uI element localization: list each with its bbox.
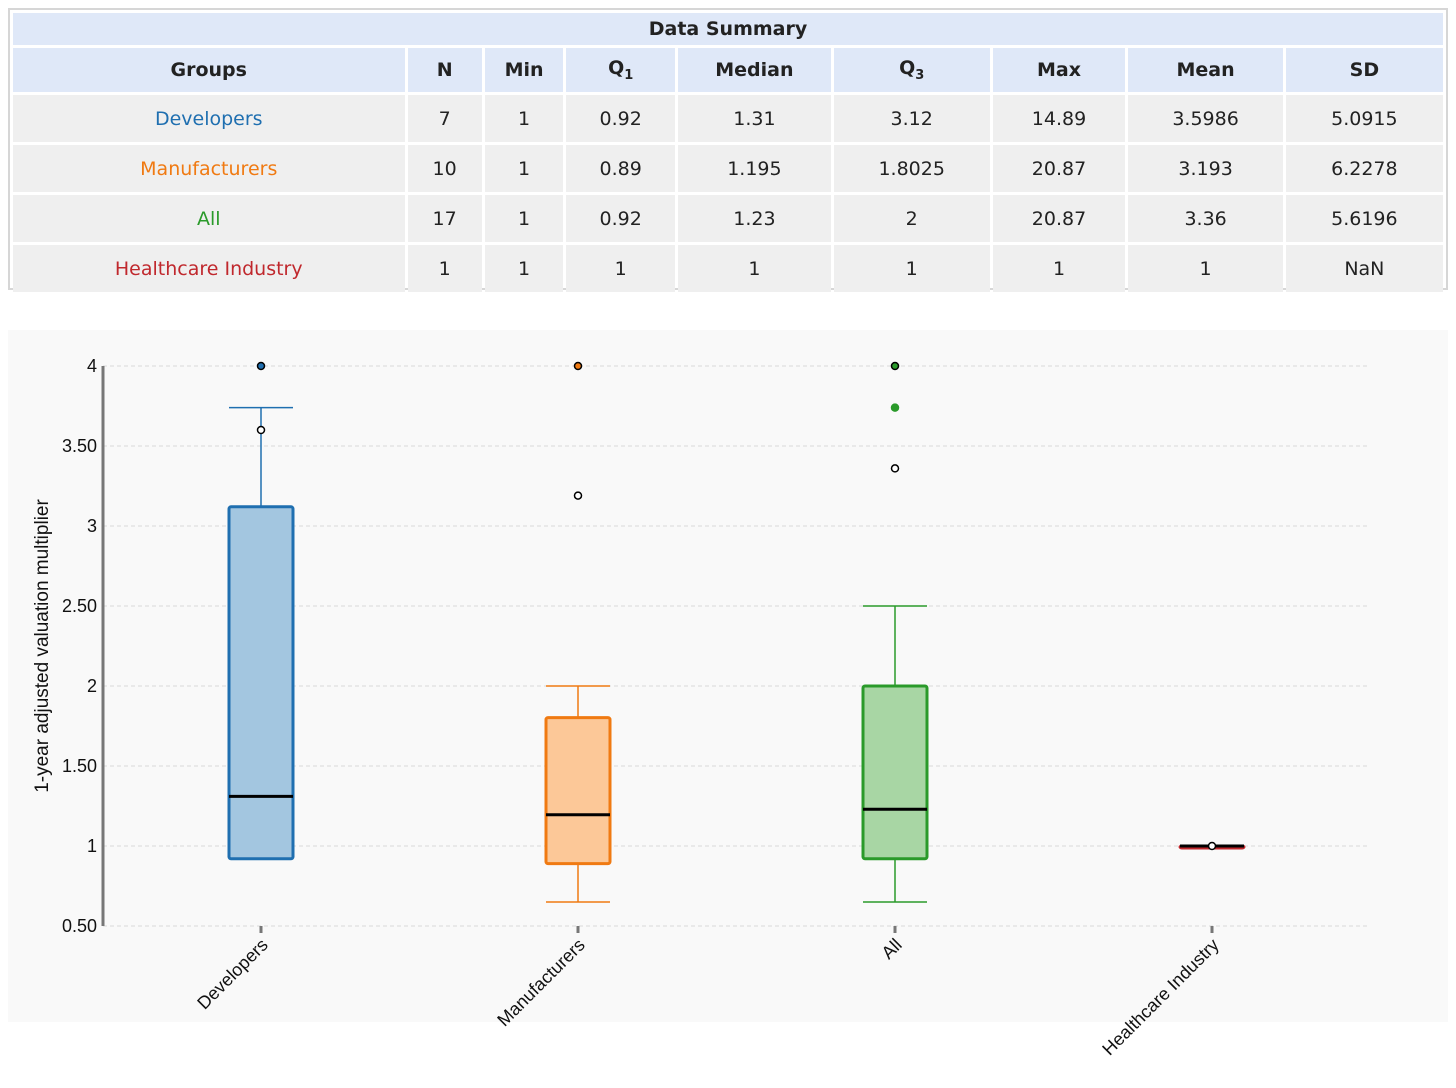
x-tick-label: All <box>878 935 906 963</box>
value-cell: 5.6196 <box>1285 195 1443 242</box>
y-tick-label: 3.50 <box>62 436 97 456</box>
value-cell: 3.5986 <box>1128 95 1283 142</box>
value-cell: 20.87 <box>992 195 1126 242</box>
box-plot-svg: 0.50 1 1.50 2 2.50 3 3.50 4 1-year adjusted valu… <box>32 356 1368 1060</box>
y-tick-label: 2.50 <box>62 596 97 616</box>
group-name-cell: Developers <box>13 95 405 142</box>
x-tick-label: Manufacturers <box>493 935 589 1031</box>
col-header-mean: Mean <box>1128 48 1283 92</box>
value-cell: 1 <box>484 195 564 242</box>
y-tick-label: 4 <box>87 356 97 376</box>
value-cell: 0.92 <box>566 95 675 142</box>
y-tick-label: 1 <box>87 836 97 856</box>
outlier-point <box>256 361 266 371</box>
outlier-point <box>890 403 900 412</box>
value-cell: 2 <box>833 195 990 242</box>
box-iqr <box>544 716 612 866</box>
y-tick-label: 0.50 <box>62 916 97 936</box>
box-iqr <box>861 684 929 861</box>
col-header-sd[interactable]: SD <box>1285 48 1443 92</box>
table-row: Developers 7 1 0.92 1.31 3.12 14.89 3.5986 5.091… <box>13 95 1443 142</box>
value-cell: 1 <box>1128 245 1283 292</box>
group-name-cell: All <box>13 195 405 242</box>
value-cell: 1 <box>566 245 675 292</box>
value-cell: 1 <box>833 245 990 292</box>
table-row: Healthcare Industry 1 1 1 1 1 1 1 NaN <box>13 245 1443 292</box>
value-cell: 0.92 <box>566 195 675 242</box>
table-row: Manufacturers 10 1 0.89 1.195 1.8025 20.87 3.19… <box>13 145 1443 192</box>
table-title: Data Summary <box>13 13 1443 45</box>
col-header-median: Median <box>677 48 831 92</box>
value-cell: 1 <box>677 245 831 292</box>
y-axis-title: 1-year adjusted valuation multiplier <box>32 499 53 793</box>
value-cell: 1 <box>484 145 564 192</box>
outlier-point <box>573 491 583 500</box>
value-cell: 17 <box>407 195 482 242</box>
value-cell: 1.31 <box>677 95 831 142</box>
value-cell: 1.23 <box>677 195 831 242</box>
value-cell: 3.36 <box>1128 195 1283 242</box>
value-cell: 1 <box>407 245 482 292</box>
y-tick-label: 3 <box>87 516 97 536</box>
outlier-point <box>1207 841 1217 851</box>
box-plot-area: 0.50 1 1.50 2 2.50 3 3.50 4 1-year adjusted valu… <box>8 330 1448 1059</box>
value-cell: 0.89 <box>566 145 675 192</box>
x-tick-label: Healthcare Industry <box>1098 935 1223 1060</box>
col-header-min: Min <box>484 48 564 92</box>
value-cell: 10 <box>407 145 482 192</box>
outlier-point <box>890 361 900 371</box>
col-header-q3: Q3 <box>833 48 990 92</box>
value-cell: 14.89 <box>992 95 1126 142</box>
value-cell: 20.87 <box>992 145 1126 192</box>
value-cell: NaN <box>1285 245 1443 292</box>
data-summary-table: Data Summary Groups N Min Q1 Median Q3 M… <box>8 8 1448 292</box>
x-tick-label: Developers <box>193 935 272 1014</box>
col-header-max: Max <box>992 48 1126 92</box>
col-header-groups: Groups <box>13 48 405 92</box>
outlier-point <box>890 464 900 473</box>
table-row: All 17 1 0.92 1.23 2 20.87 3.36 5.6196 <box>13 195 1443 242</box>
value-cell: 1 <box>992 245 1126 292</box>
value-cell: 1.8025 <box>833 145 990 192</box>
group-name-cell: Manufacturers <box>13 145 405 192</box>
value-cell: 3.12 <box>833 95 990 142</box>
value-cell: 7 <box>407 95 482 142</box>
outlier-point <box>256 425 266 435</box>
y-tick-label: 1.50 <box>62 756 97 776</box>
value-cell: 5.0915 <box>1285 95 1443 142</box>
outlier-point <box>573 361 583 371</box>
table-header-row: Groups N Min Q1 Median Q3 Max Mean SD <box>13 48 1443 92</box>
value-cell: 1.195 <box>677 145 831 192</box>
value-cell: 3.193 <box>1128 145 1283 192</box>
value-cell: 6.2278 <box>1285 145 1443 192</box>
col-header-n: N <box>407 48 482 92</box>
value-cell: 1 <box>484 95 564 142</box>
box-iqr <box>227 505 295 861</box>
group-name-cell: Healthcare Industry <box>13 245 405 292</box>
y-tick-label: 2 <box>87 676 97 696</box>
col-header-q1: Q1 <box>566 48 675 92</box>
value-cell: 1 <box>484 245 564 292</box>
